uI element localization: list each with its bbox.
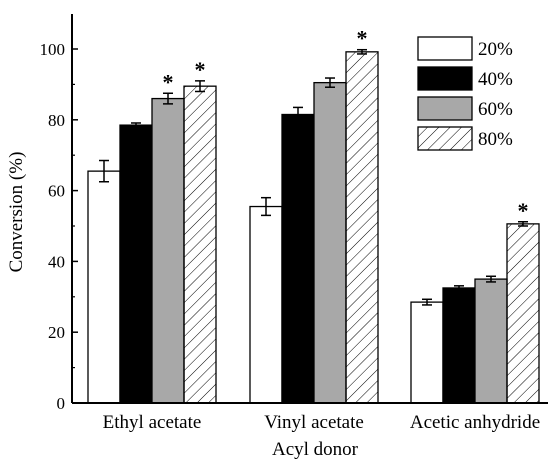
legend: 20% 40% 60% 80% xyxy=(417,36,513,151)
legend-swatch-2 xyxy=(417,66,473,91)
bar-2-3 xyxy=(313,81,347,404)
x-tick-label: Ethyl acetate xyxy=(103,412,202,433)
bar-2-1 xyxy=(249,205,283,404)
axes: Ethyl acetate Vinyl acetate Acetic anhydri… xyxy=(40,14,548,433)
y-tick-label: 0 xyxy=(57,394,66,413)
bar-1-1 xyxy=(87,170,121,404)
legend-label-4: 80% xyxy=(478,129,513,150)
y-tick-label: 20 xyxy=(48,323,65,342)
y-tick-label: 60 xyxy=(48,182,65,201)
x-axis-label: Acyl donor xyxy=(272,439,359,460)
bar-1-4 xyxy=(183,85,217,404)
bar-2-2 xyxy=(281,113,315,404)
legend-swatch-3 xyxy=(417,96,473,121)
bar-1-2 xyxy=(119,124,153,404)
legend-label-3: 60% xyxy=(478,99,513,120)
legend-swatch-1 xyxy=(417,36,473,61)
y-tick-label: 80 xyxy=(48,111,65,130)
bar-3-4 xyxy=(506,223,540,404)
legend-label-2: 40% xyxy=(478,69,513,90)
bar-2-4 xyxy=(345,51,379,404)
bar-3-3 xyxy=(474,278,508,404)
x-tick-label: Acetic anhydride xyxy=(410,412,540,433)
bar-3-1 xyxy=(410,301,444,404)
plot-area: * * * * xyxy=(87,26,540,404)
significance-marker: * xyxy=(195,57,206,82)
x-tick-label: Vinyl acetate xyxy=(264,412,364,433)
bar-1-3 xyxy=(151,97,185,404)
significance-marker: * xyxy=(163,69,174,94)
y-axis-label: Conversion (%) xyxy=(6,152,27,273)
legend-swatch-4 xyxy=(417,126,473,151)
y-tick-label: 40 xyxy=(48,252,65,271)
y-tick-label: 100 xyxy=(40,40,66,59)
legend-label-1: 20% xyxy=(478,39,513,60)
bar-3-2 xyxy=(442,287,476,404)
significance-marker: * xyxy=(518,198,529,223)
significance-marker: * xyxy=(357,26,368,51)
